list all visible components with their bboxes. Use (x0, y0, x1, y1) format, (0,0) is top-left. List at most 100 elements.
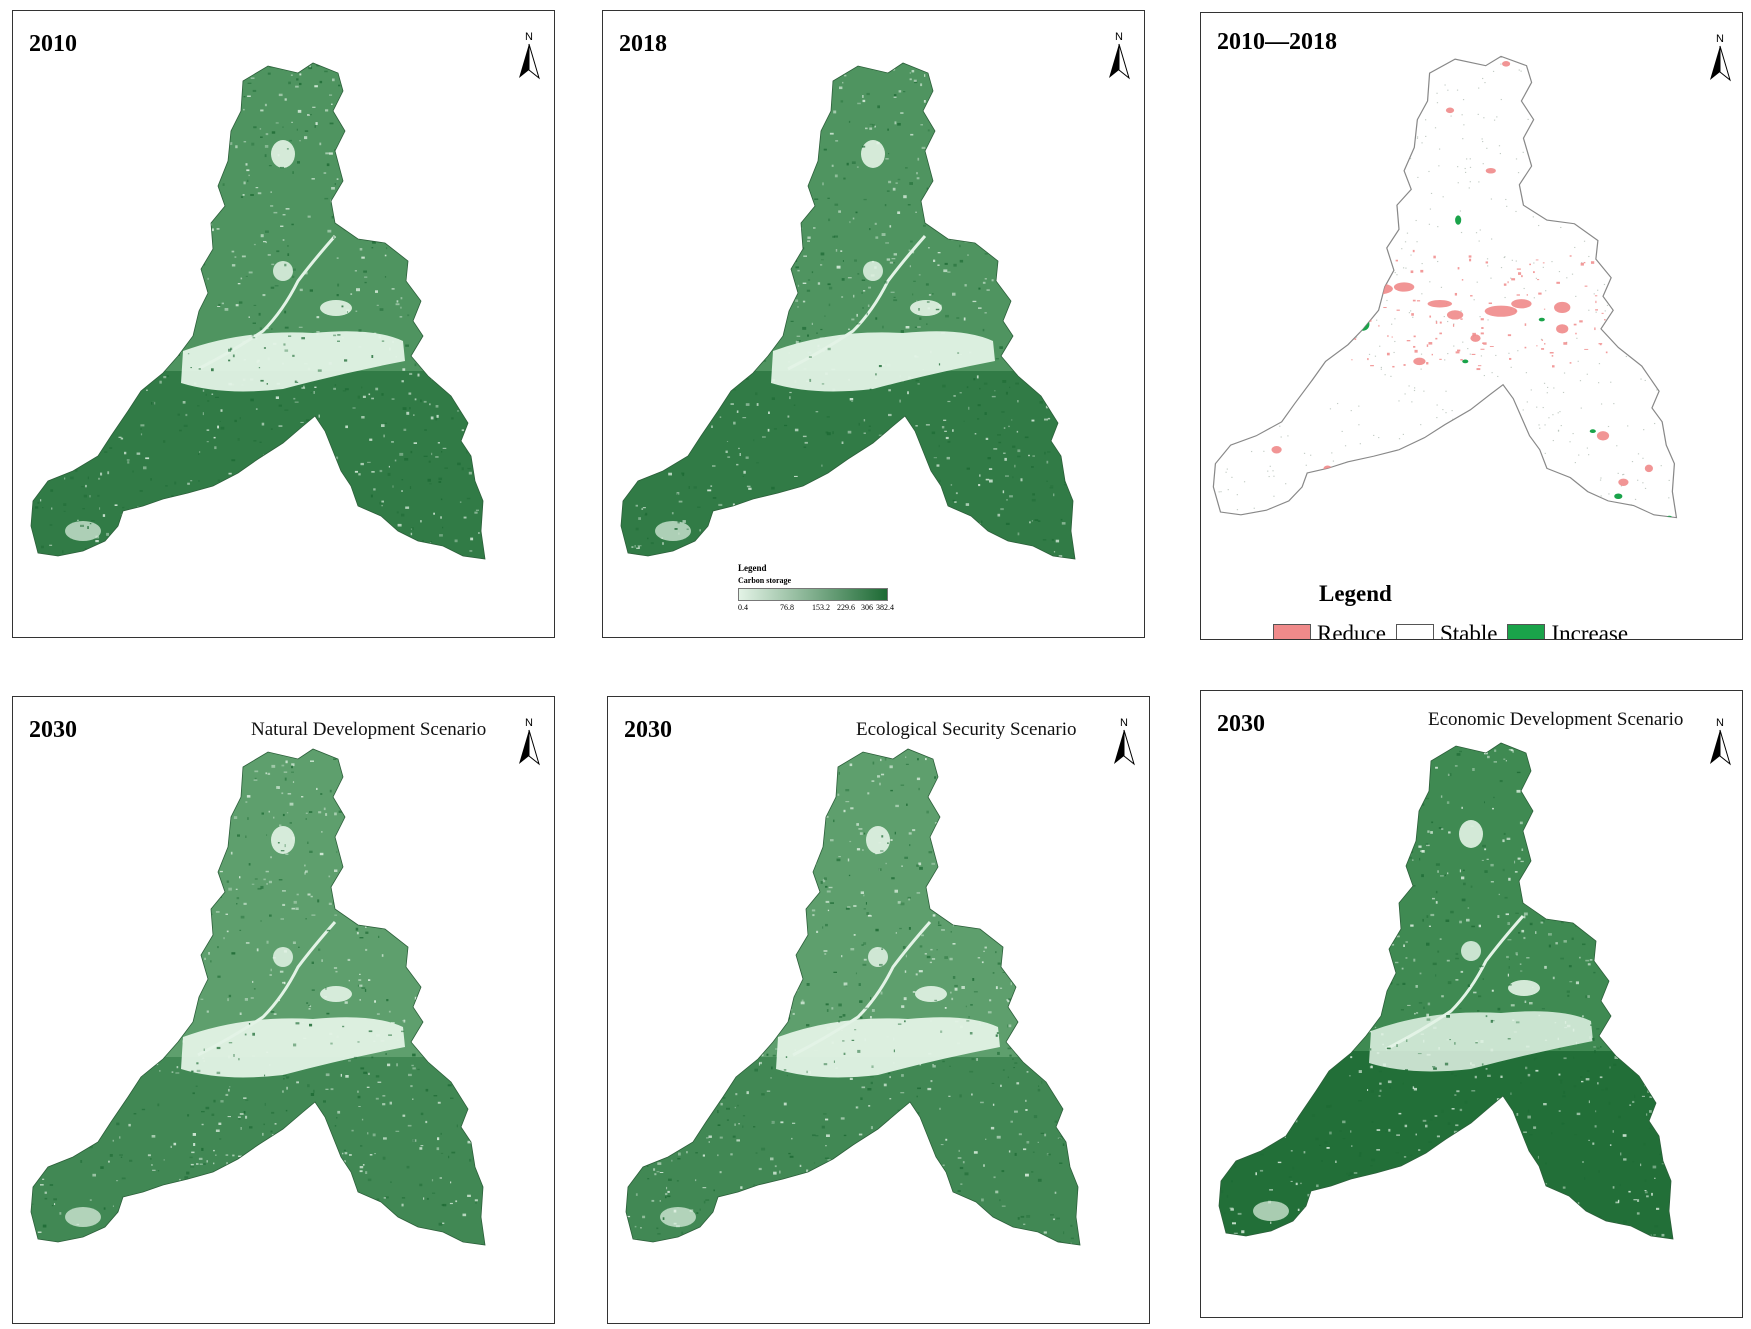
increase-patch (1614, 493, 1623, 500)
north-arrow-left-half (519, 730, 529, 764)
legend-tick: 382.4 (876, 603, 894, 612)
carbon-map (625, 748, 1081, 1246)
carbon-map (620, 62, 1076, 560)
legend-tick: 76.8 (780, 603, 794, 612)
north-letter: N (525, 31, 533, 43)
carbon-raster (31, 749, 485, 1245)
north-letter: N (1120, 717, 1128, 729)
reduce-patch (1511, 299, 1532, 309)
north-letter: N (1115, 31, 1123, 43)
region-boundary (1218, 742, 1674, 1240)
legend-item-reduce: Reduce (1273, 621, 1386, 640)
north-arrow-icon: N (1114, 717, 1135, 766)
legend-tick: 229.6 (837, 603, 855, 612)
region-boundary (625, 748, 1081, 1246)
panel-year-label: 2018 (619, 31, 667, 57)
carbon-raster (626, 749, 1080, 1245)
legend-title: Legend (738, 563, 767, 573)
north-letter: N (1716, 717, 1724, 729)
north-arrow-left-half (1710, 46, 1720, 80)
reduce-patch (1427, 300, 1453, 308)
scenario-label: Natural Development Scenario (251, 719, 487, 740)
map-panel-2030-economic: 2030 Economic Development Scenario N (1200, 690, 1743, 1318)
reduce-patch (1323, 465, 1332, 472)
north-arrow-left-half (1109, 44, 1119, 78)
reduce-patch (1364, 283, 1393, 295)
legend-subtitle: Carbon storage (738, 576, 792, 585)
north-arrow-right-half (1118, 43, 1130, 80)
carbon-color-ramp (738, 588, 888, 601)
legend-title: Legend (1319, 581, 1392, 606)
reduce-patch (1556, 324, 1569, 334)
carbon-storage-legend: Legend Carbon storage 0.4 76.8 153.2 229… (738, 563, 898, 615)
reduce-patch (1470, 334, 1481, 342)
region-boundary (620, 62, 1076, 560)
map-panel-2030-natural: 2030 Natural Development Scenario N (12, 696, 555, 1324)
legend-label: Reduce (1317, 621, 1386, 640)
increase-patch (1666, 515, 1673, 518)
north-arrow-icon: N (519, 717, 540, 766)
legend-label: Stable (1439, 621, 1498, 640)
north-arrow-right-half (528, 729, 540, 766)
reduce-patch (1413, 357, 1426, 366)
north-arrow-right-half (1719, 45, 1731, 82)
north-arrow-right-half (1123, 729, 1135, 766)
carbon-raster (31, 63, 485, 559)
legend-tick: 306 (861, 603, 873, 612)
legend-item-increase: Increase (1507, 621, 1629, 640)
panel-year-label: 2030 (1217, 711, 1265, 737)
reduce-patch (1502, 61, 1511, 67)
legend-ticks: 0.4 76.8 153.2 229.6 306 382.4 (738, 603, 898, 615)
change-map (1212, 55, 1678, 519)
carbon-map (1218, 742, 1674, 1240)
carbon-map (30, 62, 486, 560)
north-arrow-right-half (1719, 729, 1731, 766)
increase-patch (1538, 317, 1545, 322)
north-arrow-icon: N (1109, 31, 1130, 80)
reduce-patch (1485, 167, 1496, 174)
change-raster (1212, 55, 1678, 519)
legend-tick: 153.2 (812, 603, 830, 612)
north-arrow-icon: N (519, 31, 540, 80)
north-arrow-left-half (519, 44, 529, 78)
reduce-patch (1618, 478, 1629, 487)
legend-item-stable: Stable (1395, 621, 1498, 640)
panel-year-label: 2010 (29, 31, 77, 57)
legend-swatch (1507, 624, 1546, 639)
reduce-patch (1554, 301, 1571, 314)
increase-patch (1462, 359, 1469, 364)
reduce-patch (1271, 446, 1282, 454)
legend-swatch (1273, 624, 1311, 639)
carbon-raster (621, 63, 1075, 559)
panel-year-label: 2010—2018 (1217, 29, 1337, 55)
scenario-label: Economic Development Scenario (1428, 709, 1684, 730)
north-arrow-left-half (1710, 730, 1720, 764)
legend-label: Increase (1551, 621, 1629, 640)
panel-year-label: 2030 (624, 717, 672, 743)
carbon-raster (1219, 743, 1673, 1239)
carbon-map (30, 748, 486, 1246)
panel-year-label: 2030 (29, 717, 77, 743)
region-boundary (1212, 55, 1678, 519)
region-boundary (30, 62, 486, 560)
increase-patch (1589, 429, 1596, 434)
north-arrow-left-half (1114, 730, 1124, 764)
legend-tick: 0.4 (738, 603, 748, 612)
reduce-patch (1445, 107, 1455, 114)
north-arrow-right-half (528, 43, 540, 80)
legend-swatch (1395, 624, 1434, 639)
map-panel-2030-ecological: 2030 Ecological Security Scenario N (607, 696, 1150, 1324)
reduce-patch (1484, 305, 1518, 317)
map-panel-2010: 2010 N (12, 10, 555, 638)
map-panel-2018: 2018 N Legend Carbon storage 0.4 76.8 15… (602, 10, 1145, 638)
reduce-patch (1446, 310, 1464, 320)
reduce-patch (1644, 464, 1653, 473)
region-boundary (30, 748, 486, 1246)
increase-patch (1455, 215, 1462, 225)
reduce-patch (1596, 431, 1610, 441)
scenario-label: Ecological Security Scenario (856, 719, 1077, 740)
north-letter: N (1716, 33, 1724, 45)
reduce-patch (1393, 282, 1415, 292)
north-arrow-icon: N (1710, 717, 1731, 766)
map-panel-change: 2010—2018 N Legend Reduce Stable Increas… (1200, 12, 1743, 640)
